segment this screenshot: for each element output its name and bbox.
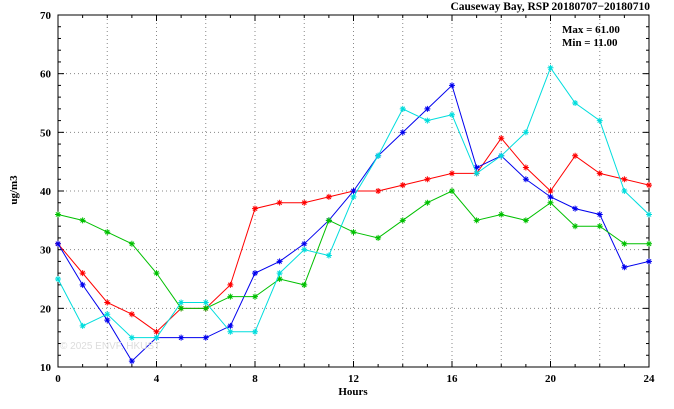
y-tick-label: 40 (40, 186, 52, 198)
x-tick-label: 4 (154, 373, 160, 385)
stats-annotation: Max = 61.00 Min = 11.00 (562, 24, 620, 50)
series-green-markers (55, 188, 652, 312)
min-annotation: Min = 11.00 (562, 37, 618, 49)
x-tick-label: 20 (545, 373, 557, 385)
y-tick-label: 60 (40, 69, 52, 81)
y-tick-label: 20 (40, 303, 52, 315)
y-tick-label: 50 (40, 127, 52, 139)
x-axis-label: Hours (338, 386, 368, 398)
x-tick-label: 0 (55, 373, 61, 385)
y-tick-label: 30 (40, 245, 52, 257)
max-annotation: Max = 61.00 (562, 24, 620, 36)
series-cyan-markers (55, 64, 652, 341)
chart-title: Causeway Bay, RSP 20180707−20180710 (450, 1, 650, 13)
y-axis-label: ug/m3 (8, 175, 20, 205)
y-tick-label: 70 (40, 10, 52, 22)
x-tick-label: 8 (252, 373, 258, 385)
y-tick-label: 10 (40, 362, 52, 374)
watermark: © 2025 ENVF, HKUST (60, 341, 161, 352)
x-tick-label: 16 (447, 373, 459, 385)
x-tick-label: 12 (348, 373, 360, 385)
series-cyan-line (57, 66, 650, 339)
x-tick-label: 24 (644, 373, 656, 385)
